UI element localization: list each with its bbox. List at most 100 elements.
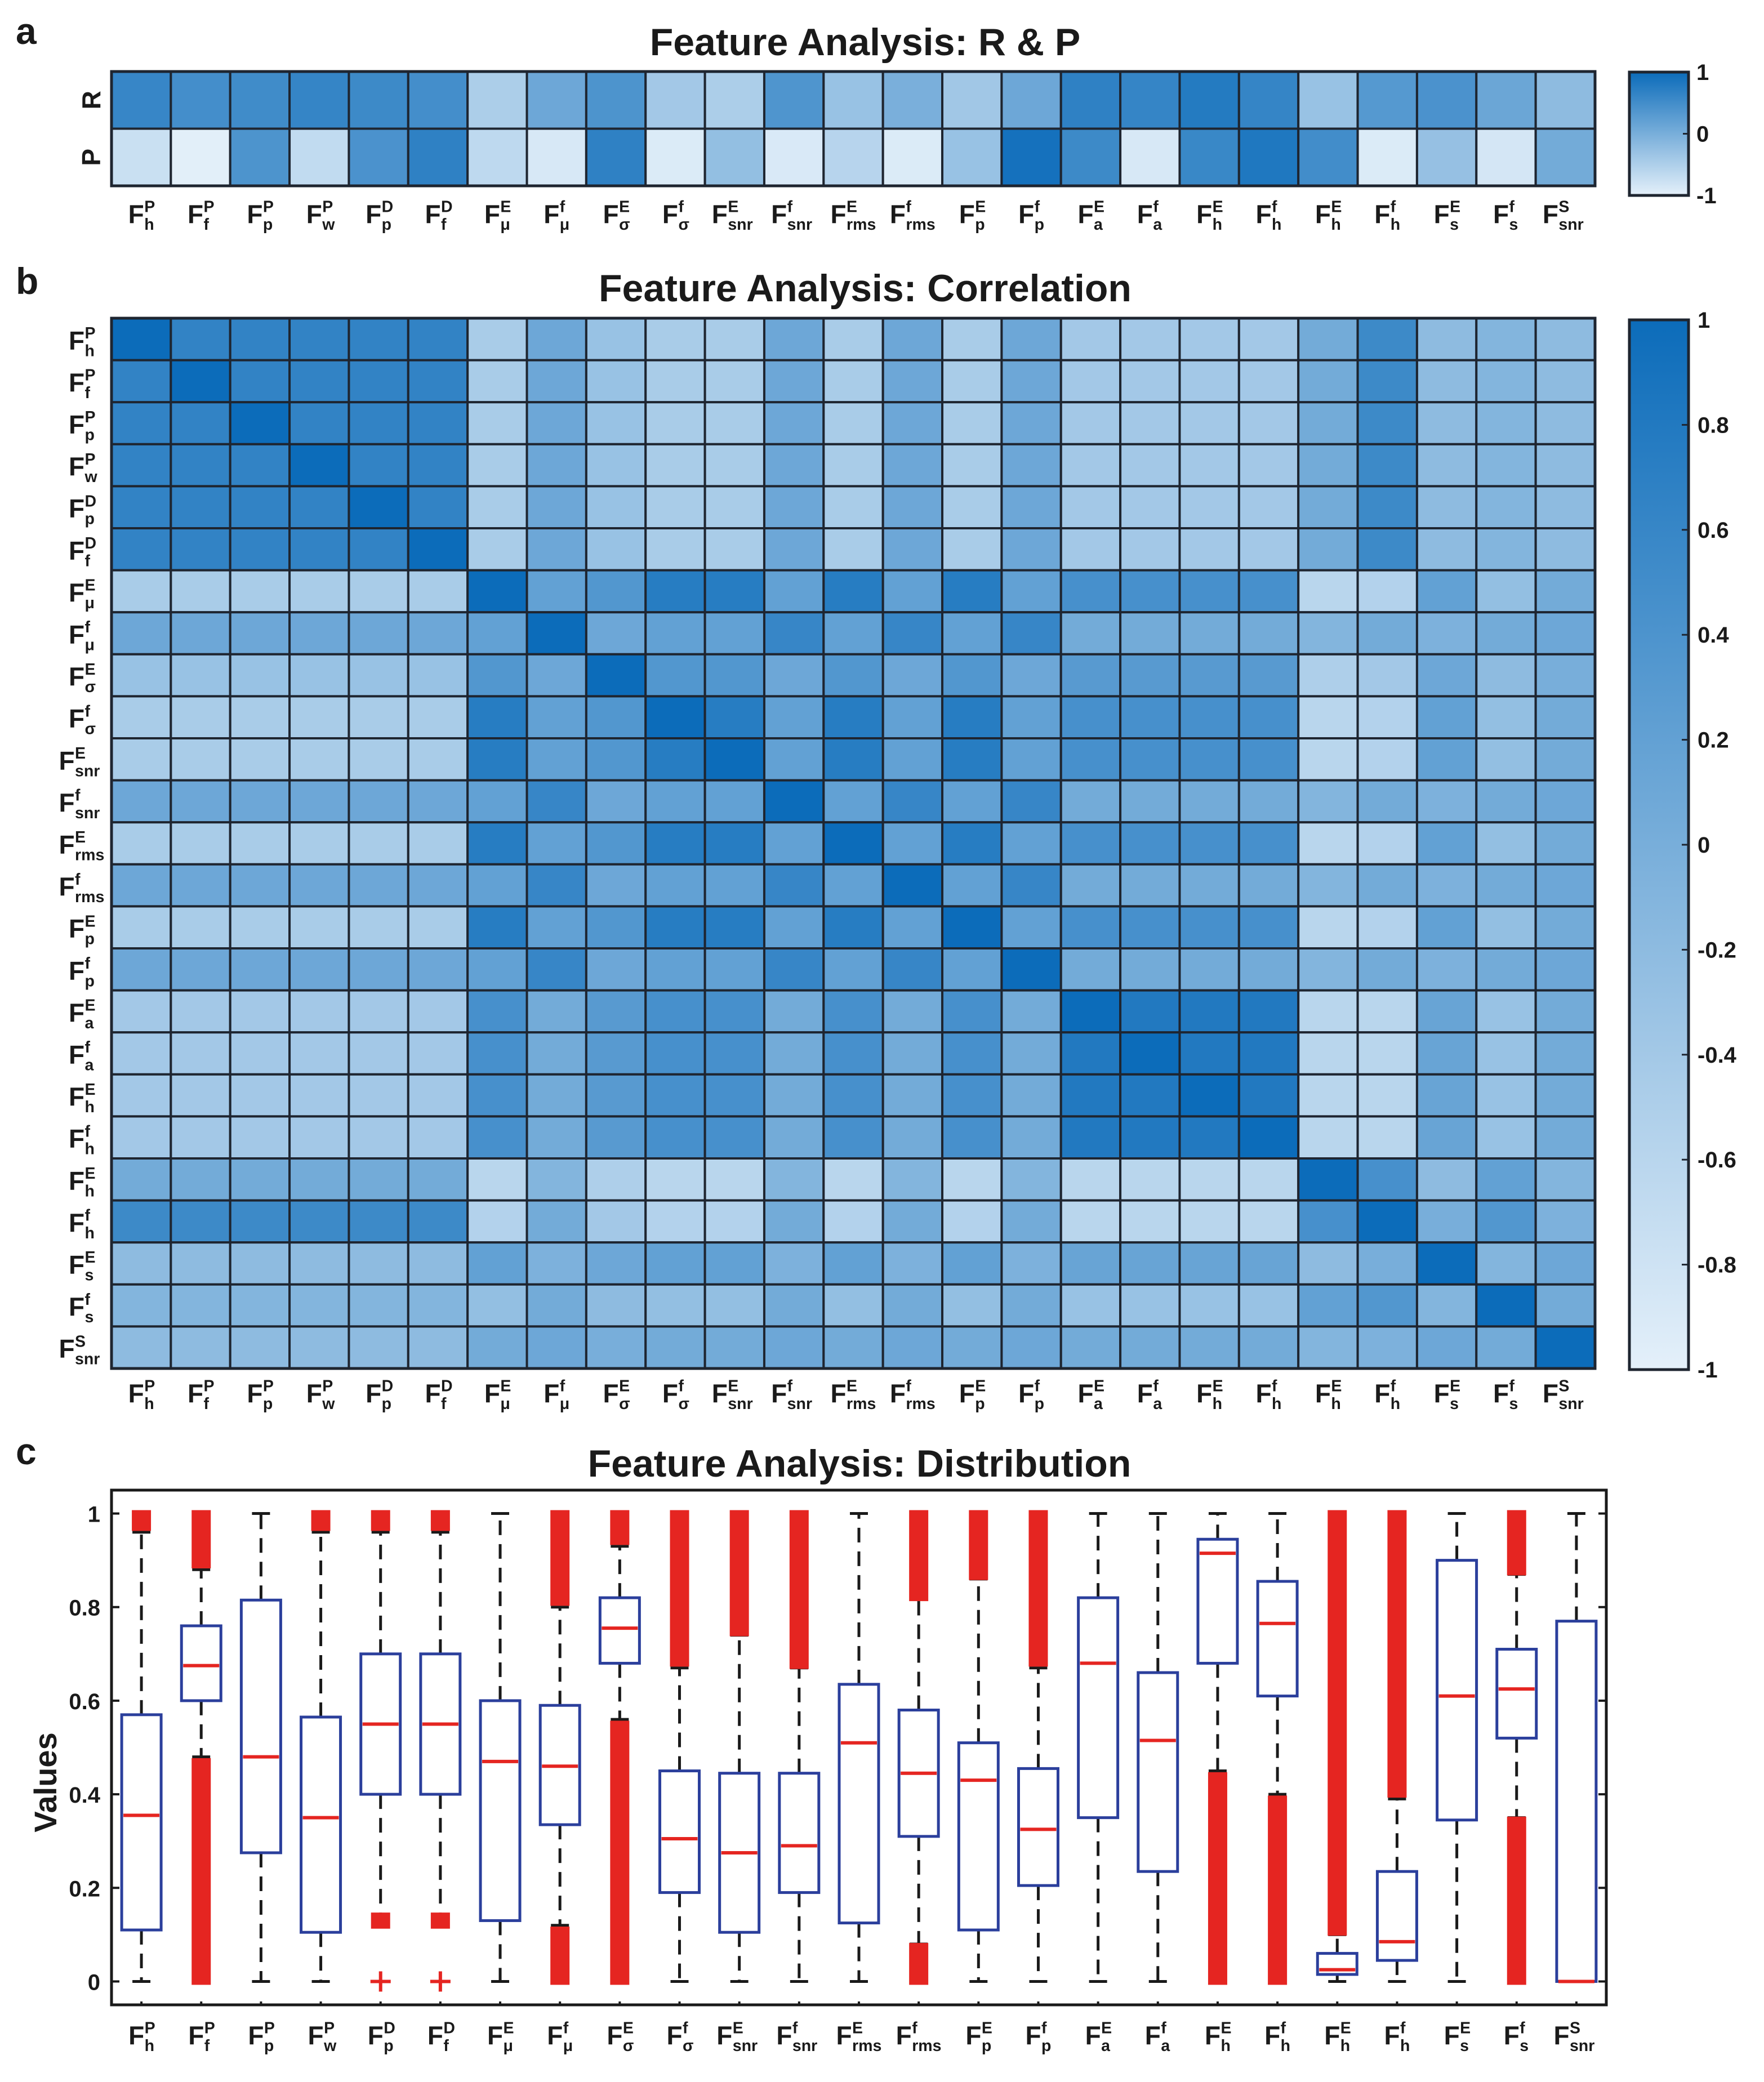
heatmap-b-cell: [1297, 317, 1359, 362]
feature-sub-text: σ: [85, 720, 96, 738]
feature-base-text: F: [425, 199, 440, 229]
heatmap-a-cell: [1356, 127, 1418, 187]
boxplot-feature-label: F Eμ: [487, 2019, 514, 2055]
box-outlier-band: [610, 1510, 630, 1545]
heatmap-b-cell: [822, 947, 884, 992]
colorbar-a-tick-label: 0: [1696, 122, 1709, 147]
heatmap-b-cell: [822, 1073, 884, 1118]
feature-sup-text: f: [683, 2019, 688, 2038]
heatmap-b-cell: [288, 905, 350, 950]
heatmap-b-cell: [348, 443, 409, 488]
feature-base-text: F: [1315, 1379, 1331, 1408]
box-iqr: [1196, 1537, 1239, 1665]
box-iqr: [300, 1715, 342, 1934]
heatmap-b-cell: [1475, 1157, 1537, 1202]
heatmap-b-cell: [1297, 485, 1359, 530]
feature-base-text: F: [188, 1379, 203, 1408]
heatmap-b-cell: [763, 569, 825, 614]
heatmap-a-feature-label: F Df: [425, 198, 452, 234]
feature-base-text: F: [366, 199, 381, 229]
heatmap-b-cell: [1237, 1241, 1300, 1286]
heatmap-b-cell: [1237, 1325, 1300, 1370]
feature-base-text: F: [425, 1379, 440, 1408]
heatmap-b-cell: [1356, 317, 1418, 362]
heatmap-b-cell: [1237, 1073, 1300, 1118]
heatmap-b-cell: [525, 359, 587, 404]
heatmap-b-cell: [644, 401, 706, 445]
boxplot-feature-label: F Eσ: [607, 2019, 634, 2055]
heatmap-b-cell: [110, 989, 172, 1034]
feature-sup-text: f: [1509, 1377, 1514, 1396]
heatmap-b-cell: [288, 1241, 350, 1286]
heatmap-b-cell: [1059, 779, 1122, 824]
heatmap-a-cell: [110, 70, 172, 130]
feature-sup-text: f: [1509, 198, 1514, 216]
box-iqr: [1495, 1648, 1538, 1740]
heatmap-b-cell: [348, 359, 409, 404]
heatmap-b-cell: [1534, 1073, 1596, 1118]
feature-sub-text: h: [1213, 216, 1222, 234]
heatmap-b-cell: [881, 947, 944, 992]
feature-sub-text: f: [441, 216, 447, 234]
box-outlier-band: [1028, 1510, 1048, 1667]
heatmap-b-cell: [288, 947, 350, 992]
box-outlier-band: [191, 1758, 211, 1985]
heatmap-b-cell: [407, 947, 469, 992]
heatmap-b-cell: [110, 1031, 172, 1076]
heatmap-b-cell: [525, 401, 587, 445]
feature-base-text: F: [306, 199, 322, 229]
heatmap-b-cell: [763, 401, 825, 445]
heatmap-b-cell: [1178, 779, 1240, 824]
box-iqr: [479, 1699, 522, 1922]
heatmap-b-cell: [170, 569, 231, 614]
heatmap-a-cell: [1415, 127, 1478, 187]
heatmap-b-cell: [1178, 1241, 1240, 1286]
heatmap-a-cell: [407, 70, 469, 130]
heatmap-b-cell: [525, 485, 587, 530]
heatmap-b-cell: [1297, 443, 1359, 488]
box-iqr: [120, 1713, 163, 1932]
heatmap-b-cell: [644, 1325, 706, 1370]
panel-c-title: Feature Analysis: Distribution: [588, 1442, 1132, 1485]
heatmap-b-cell: [941, 401, 1003, 445]
heatmap-b-cell: [525, 737, 587, 782]
heatmap-b-cell: [941, 1241, 1003, 1286]
heatmap-b-cell: [348, 779, 409, 824]
feature-base-text: F: [603, 1379, 619, 1408]
heatmap-b-cell: [941, 1283, 1003, 1328]
heatmap-b-cell: [1059, 1073, 1122, 1118]
heatmap-b-cell: [170, 317, 231, 362]
heatmap-b-cell: [348, 1199, 409, 1244]
colorbar-b-tick-label: 1: [1698, 308, 1710, 333]
heatmap-b-cell: [1475, 821, 1537, 866]
heatmap-b-cell: [407, 317, 469, 362]
heatmap-b-cell: [881, 569, 944, 614]
panel-b-label: b: [16, 260, 38, 302]
heatmap-b-cell: [1415, 569, 1478, 614]
heatmap-b-cell: [644, 737, 706, 782]
heatmap-b-cell: [941, 863, 1003, 908]
heatmap-b-cell: [703, 989, 765, 1034]
heatmap-b-cell: [1119, 1073, 1181, 1118]
heatmap-b-cell: [1534, 905, 1596, 950]
feature-sub-text: h: [1281, 2037, 1290, 2055]
heatmap-b-cell: [822, 863, 884, 908]
boxplot-feature-label: F Eh: [1324, 2019, 1351, 2055]
heatmap-b-cell: [763, 1325, 825, 1370]
feature-base-text: F: [890, 1379, 906, 1408]
y-tick-label: 0.4: [69, 1783, 100, 1808]
heatmap-b-cell: [941, 1157, 1003, 1202]
heatmap-a-feature-label: F Pw: [306, 198, 336, 234]
colorbar-b: 1 0.8 0.6 0.4 0.2 0 -0.2 -0.4 -0.6 -0.8 -1: [1628, 308, 1737, 1383]
feature-sup-text: f: [912, 2019, 917, 2038]
feature-base-text: F: [1324, 2021, 1340, 2050]
heatmap-b-cell: [110, 1115, 172, 1160]
feature-sub-text: rms: [906, 216, 935, 234]
feature-sup-text: E: [85, 1081, 96, 1099]
heatmap-b-cell: [407, 1325, 469, 1370]
